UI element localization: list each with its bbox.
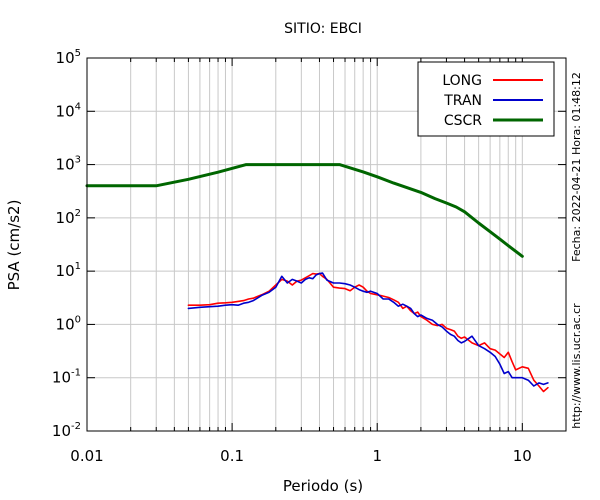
y-tick-labels: 10-2 10-1 100 101 102 103 104 105	[52, 48, 81, 440]
series-line-tran	[187, 272, 549, 387]
x-tick-label: 1	[372, 447, 382, 465]
legend-label-cscr: CSCR	[444, 113, 482, 129]
series-line-cscr	[85, 163, 524, 258]
y-tick-label: 104	[56, 101, 81, 120]
x-tick-label: 0.1	[220, 447, 244, 465]
x-tick-label: 10	[513, 447, 532, 465]
date-time-note: Fecha: 2022-04-21 Hora: 01:48:12	[570, 72, 583, 262]
x-axis-title: Periodo (s)	[283, 477, 363, 495]
grid	[86, 57, 567, 432]
chart-title: SITIO: EBCI	[284, 21, 362, 37]
y-axis-title: PSA (cm/s2)	[5, 200, 23, 291]
legend-label-long: LONG	[442, 73, 482, 89]
x-tick-labels: 0.01 0.1 1 10	[70, 447, 532, 465]
plot-frame	[86, 57, 567, 432]
series-layer	[85, 163, 549, 393]
y-tick-label: 102	[56, 208, 81, 227]
legend: LONG TRAN CSCR	[417, 61, 555, 137]
y-tick-label: 10-2	[52, 421, 81, 440]
y-tick-label: 100	[56, 314, 81, 333]
legend-box	[417, 61, 555, 137]
website-note: http://www.lis.ucr.ac.cr	[570, 303, 583, 429]
axis-ticks	[86, 57, 567, 432]
x-tick-label: 0.01	[70, 447, 103, 465]
y-tick-label: 103	[56, 155, 81, 174]
y-tick-label: 105	[56, 48, 81, 67]
y-tick-label: 101	[56, 261, 81, 280]
y-tick-label: 10-1	[52, 368, 81, 387]
series-line-long	[187, 272, 549, 393]
legend-label-tran: TRAN	[443, 93, 482, 109]
